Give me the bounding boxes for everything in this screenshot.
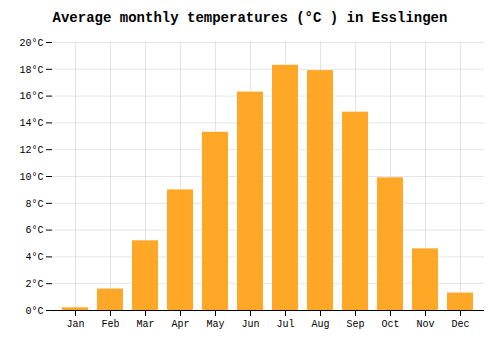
svg-text:Apr: Apr <box>171 319 189 330</box>
svg-text:Sep: Sep <box>346 319 364 330</box>
svg-text:8°C: 8°C <box>25 199 43 210</box>
svg-text:Mar: Mar <box>136 319 154 330</box>
svg-text:20°C: 20°C <box>19 38 43 49</box>
html-text:Average monthly temperatures (: Average monthly temperatures (°C ) in Es… <box>52 10 448 26</box>
svg-text:10°C: 10°C <box>19 172 43 183</box>
svg-text:Jul: Jul <box>276 319 294 330</box>
svg-text:12°C: 12°C <box>19 145 43 156</box>
svg-text:14°C: 14°C <box>19 118 43 129</box>
svg-text:2°C: 2°C <box>25 279 43 290</box>
svg-text:6°C: 6°C <box>25 225 43 236</box>
svg-text:18°C: 18°C <box>19 65 43 76</box>
svg-text:Aug: Aug <box>311 319 329 330</box>
svg-text:Jan: Jan <box>66 319 84 330</box>
svg-text:Feb: Feb <box>101 319 119 330</box>
svg-text:0°C: 0°C <box>25 306 43 317</box>
svg-text:4°C: 4°C <box>25 252 43 263</box>
svg-text:Nov: Nov <box>416 319 434 330</box>
svg-text:Oct: Oct <box>381 319 399 330</box>
svg-text:May: May <box>206 319 224 330</box>
svg-text:Jun: Jun <box>241 319 259 330</box>
svg-text:Dec: Dec <box>451 319 469 330</box>
svg-text:16°C: 16°C <box>19 91 43 102</box>
